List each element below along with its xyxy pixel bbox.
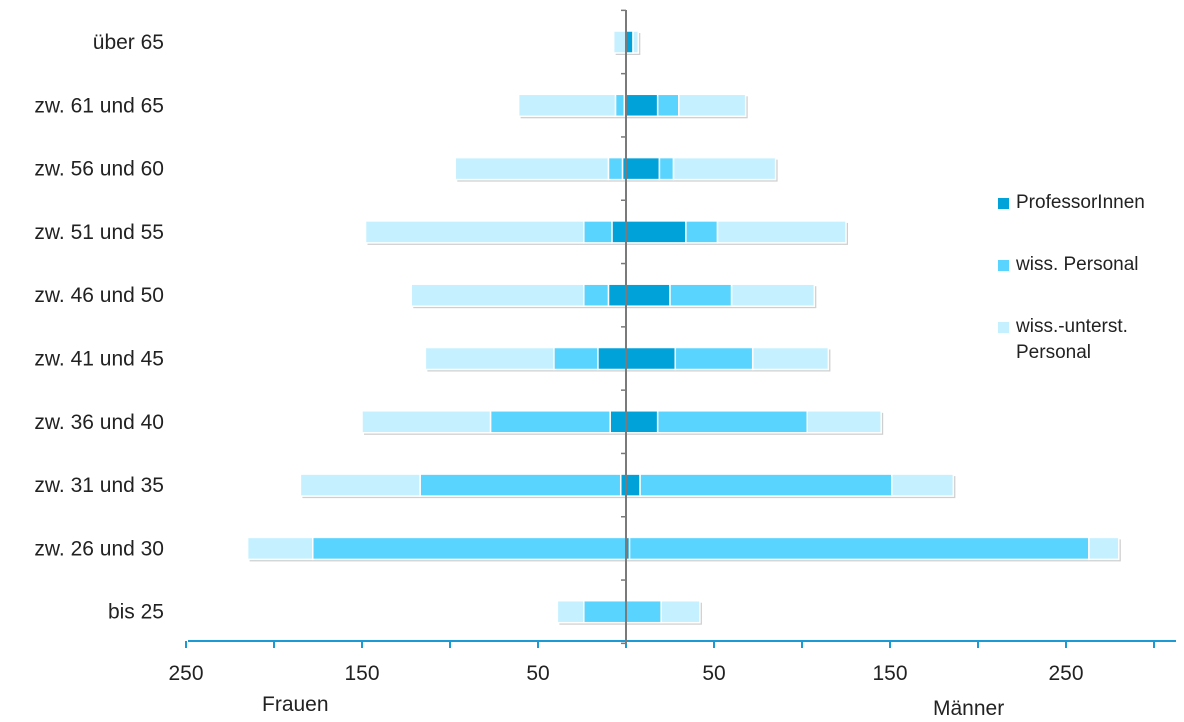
bar-maenner-professorinnen — [625, 156, 661, 181]
legend-item-wiss-unterst-personal: wiss.-unterst. Personal — [998, 314, 1136, 366]
category-label: bis 25 — [108, 601, 164, 624]
bar-maenner-wiss-unterst-personal — [1088, 536, 1120, 561]
bar-maenner-professorinnen — [625, 283, 671, 307]
category-label: zw. 46 und 50 — [34, 284, 164, 307]
bar-frauen-wiss-unterst-personal — [410, 283, 585, 307]
bar-maenner-wiss-personal — [658, 156, 675, 181]
bar-maenner-wiss-personal — [628, 536, 1090, 561]
legend-label: wiss.-unterst. Personal — [1016, 316, 1128, 363]
bar-frauen-wiss-personal — [553, 346, 599, 371]
legend-item-wiss-personal: wiss. Personal — [998, 252, 1178, 278]
bar-frauen-professorinnen — [609, 410, 627, 434]
x-tick-label: 150 — [344, 662, 379, 685]
bar-frauen-professorinnen — [611, 220, 627, 244]
bar-maenner-wiss-personal — [639, 473, 893, 497]
bar-frauen-wiss-unterst-personal — [299, 473, 421, 497]
legend: ProfessorInnen wiss. Personal wiss.-unte… — [998, 190, 1178, 402]
bar-maenner-wiss-unterst-personal — [632, 30, 640, 54]
bar-frauen-professorinnen — [597, 346, 627, 371]
category-label: zw. 36 und 40 — [34, 411, 164, 434]
bar-maenner-wiss-personal — [674, 346, 754, 371]
bar-frauen-wiss-personal — [489, 410, 611, 434]
bars-group — [246, 30, 1121, 625]
bar-maenner-wiss-personal — [669, 283, 733, 307]
bar-frauen-wiss-unterst-personal — [517, 93, 617, 118]
bar-frauen-professorinnen — [607, 283, 627, 307]
side-label-left: Frauen — [262, 693, 329, 716]
bar-maenner-wiss-unterst-personal — [672, 156, 777, 181]
bar-maenner-professorinnen — [625, 93, 659, 118]
bar-maenner-professorinnen — [625, 473, 641, 497]
category-label: zw. 56 und 60 — [34, 158, 164, 181]
category-label: zw. 61 und 65 — [34, 94, 164, 117]
legend-swatch — [998, 260, 1009, 271]
bar-maenner-wiss-personal — [685, 220, 719, 244]
bar-frauen-wiss-personal — [583, 220, 613, 244]
category-label: zw. 31 und 35 — [34, 474, 164, 497]
category-labels: über 65 zw. 61 und 65 zw. 56 und 60 zw. 51 … — [34, 31, 164, 624]
legend-item-professorinnen: ProfessorInnen — [998, 190, 1178, 216]
x-tick-label: 150 — [872, 662, 907, 685]
x-tick-label: 50 — [702, 662, 725, 685]
category-label: zw. 26 und 30 — [34, 537, 164, 560]
bar-maenner-professorinnen — [625, 346, 677, 371]
bar-frauen-wiss-unterst-personal — [361, 410, 492, 434]
legend-label: ProfessorInnen — [1016, 192, 1145, 213]
bar-maenner-professorinnen — [625, 220, 687, 244]
bar-frauen-wiss-personal — [614, 93, 625, 118]
bar-frauen-wiss-personal — [419, 473, 622, 497]
bar-maenner-professorinnen — [625, 30, 634, 54]
bar-frauen-wiss-personal — [583, 599, 627, 624]
bar-frauen-wiss-unterst-personal — [612, 30, 627, 54]
bar-maenner-wiss-unterst-personal — [678, 93, 747, 118]
legend-label: wiss. Personal — [1016, 254, 1139, 275]
center-axis — [621, 9, 627, 645]
legend-swatch — [998, 322, 1009, 333]
bar-frauen-wiss-unterst-personal — [364, 220, 585, 244]
x-tick-label: 250 — [1048, 662, 1083, 685]
category-label: über 65 — [93, 31, 164, 54]
legend-swatch — [998, 198, 1009, 209]
bar-maenner-wiss-unterst-personal — [751, 346, 830, 371]
bar-frauen-wiss-unterst-personal — [246, 536, 314, 561]
bar-maenner-professorinnen — [625, 410, 659, 434]
bar-maenner-wiss-unterst-personal — [730, 283, 816, 307]
x-axis: 250 150 50 50 150 250 — [168, 640, 1176, 685]
bar-frauen-wiss-personal — [607, 156, 624, 181]
bar-frauen-wiss-personal — [583, 283, 610, 307]
bar-maenner-wiss-unterst-personal — [660, 599, 701, 624]
bar-maenner-wiss-personal — [656, 93, 680, 118]
bar-maenner-wiss-unterst-personal — [716, 220, 847, 244]
bar-maenner-wiss-unterst-personal — [806, 410, 882, 434]
bar-frauen-wiss-unterst-personal — [424, 346, 555, 371]
side-label-right: Männer — [933, 697, 1004, 720]
x-tick-label: 50 — [526, 662, 549, 685]
bar-frauen-wiss-personal — [311, 536, 627, 561]
bar-frauen-wiss-unterst-personal — [454, 156, 610, 181]
x-tick-label: 250 — [168, 662, 203, 685]
category-label: zw. 51 und 55 — [34, 221, 164, 244]
bar-maenner-wiss-unterst-personal — [891, 473, 955, 497]
category-label: zw. 41 und 45 — [34, 348, 164, 371]
bar-frauen-wiss-unterst-personal — [556, 599, 585, 624]
bar-maenner-wiss-personal — [656, 410, 809, 434]
bar-maenner-wiss-personal — [625, 599, 662, 624]
